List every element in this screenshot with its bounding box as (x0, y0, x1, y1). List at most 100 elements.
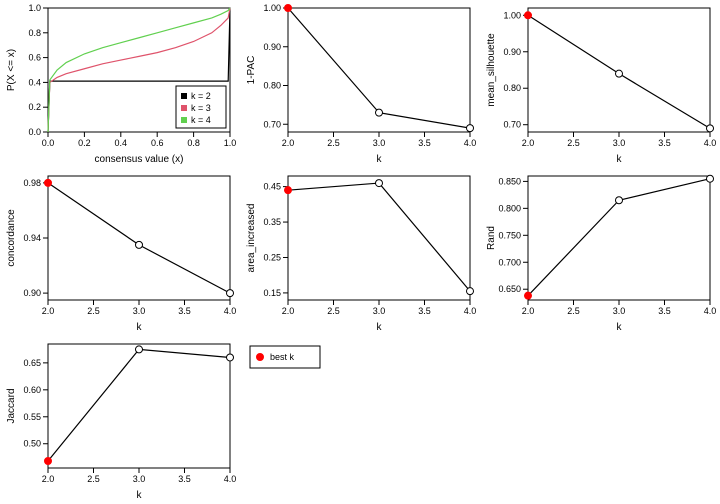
svg-text:0.90: 0.90 (263, 42, 281, 52)
data-point (467, 288, 474, 295)
svg-text:0.700: 0.700 (498, 257, 521, 267)
x-axis-label: k (377, 154, 383, 165)
panel-jaccard: 2.0 2.5 3.0 3.5 4.0 0.50 0.55 0.60 0.65 k Jaccard (0, 336, 240, 504)
svg-text:3.0: 3.0 (373, 138, 386, 148)
data-point (376, 109, 383, 116)
svg-text:0.850: 0.850 (498, 176, 521, 186)
svg-text:0.650: 0.650 (498, 284, 521, 294)
y-axis-label: P(X <= x) (6, 49, 17, 91)
svg-text:0.8: 0.8 (28, 28, 41, 38)
y-axis-label: Jaccard (6, 388, 17, 423)
data-point (227, 354, 234, 361)
best-k-point (45, 457, 52, 464)
panel-one_minus_pac: 2.0 2.5 3.0 3.5 4.0 0.70 0.80 0.90 1.00 k 1-PAC (240, 0, 480, 168)
svg-text:0.2: 0.2 (78, 138, 91, 148)
svg-text:0.80: 0.80 (503, 83, 521, 93)
svg-text:0.60: 0.60 (23, 385, 41, 395)
svg-text:3.5: 3.5 (418, 138, 431, 148)
svg-text:3.0: 3.0 (613, 306, 626, 316)
svg-text:0.15: 0.15 (263, 288, 281, 298)
svg-text:0.90: 0.90 (503, 47, 521, 57)
svg-text:0.750: 0.750 (498, 230, 521, 240)
svg-text:0.4: 0.4 (115, 138, 128, 148)
svg-text:0.800: 0.800 (498, 203, 521, 213)
svg-text:0.65: 0.65 (23, 358, 41, 368)
svg-text:1.0: 1.0 (28, 3, 41, 13)
best-k-point (525, 292, 532, 299)
svg-text:0.0: 0.0 (28, 127, 41, 137)
svg-text:3.0: 3.0 (613, 138, 626, 148)
svg-text:2.5: 2.5 (567, 306, 580, 316)
svg-text:3.5: 3.5 (658, 306, 671, 316)
y-axis-label: Rand (486, 226, 497, 250)
panel-legend_panel: best k (240, 336, 480, 504)
panel-rand: 2.0 2.5 3.0 3.5 4.0 0.650 0.700 0.750 0.800 0.850… (480, 168, 720, 336)
svg-text:2.0: 2.0 (522, 306, 535, 316)
svg-text:0.70: 0.70 (263, 119, 281, 129)
data-point (136, 241, 143, 248)
x-axis-label: k (137, 322, 143, 333)
svg-text:0.4: 0.4 (28, 77, 41, 87)
svg-text:k = 3: k = 3 (191, 103, 211, 113)
svg-text:0.55: 0.55 (23, 412, 41, 422)
data-point (616, 70, 623, 77)
svg-text:2.5: 2.5 (87, 306, 100, 316)
data-point (376, 180, 383, 187)
svg-text:2.5: 2.5 (327, 306, 340, 316)
best-k-point (285, 187, 292, 194)
best-k-point (285, 5, 292, 12)
panel-mean_silhouette: 2.02.53.03.54.00.700.800.901.00kmean_sil… (480, 0, 720, 168)
svg-text:1.00: 1.00 (503, 10, 521, 20)
svg-text:2.5: 2.5 (567, 138, 580, 148)
y-axis-label: 1-PAC (246, 56, 257, 85)
svg-text:4.0: 4.0 (224, 306, 237, 316)
x-axis-label: k (617, 154, 623, 165)
svg-text:3.5: 3.5 (658, 138, 671, 148)
best-k-point (525, 12, 532, 19)
svg-text:0.80: 0.80 (263, 81, 281, 91)
svg-text:0.2: 0.2 (28, 102, 41, 112)
y-axis-label: area_increased (246, 204, 257, 273)
svg-text:1.0: 1.0 (224, 138, 237, 148)
svg-text:1.00: 1.00 (263, 3, 281, 13)
svg-text:4.0: 4.0 (224, 474, 237, 484)
svg-text:2.0: 2.0 (42, 306, 55, 316)
svg-text:0.8: 0.8 (187, 138, 200, 148)
chart-grid: 0.00.20.40.60.81.00.00.20.40.60.81.0cons… (0, 0, 720, 504)
svg-text:3.0: 3.0 (133, 306, 146, 316)
svg-text:4.0: 4.0 (464, 138, 477, 148)
empty-cell (480, 336, 720, 504)
svg-text:2.0: 2.0 (282, 306, 295, 316)
svg-text:4.0: 4.0 (704, 306, 717, 316)
svg-text:2.0: 2.0 (42, 474, 55, 484)
svg-text:0.0: 0.0 (42, 138, 55, 148)
svg-text:4.0: 4.0 (464, 306, 477, 316)
svg-text:0.90: 0.90 (23, 288, 41, 298)
svg-text:3.5: 3.5 (178, 306, 191, 316)
svg-text:2.5: 2.5 (87, 474, 100, 484)
data-point (227, 290, 234, 297)
panel-ecdf: 0.00.20.40.60.81.00.00.20.40.60.81.0cons… (0, 0, 240, 168)
legend-label-best-k: best k (270, 352, 295, 362)
x-axis-label: k (137, 490, 143, 501)
svg-text:0.50: 0.50 (23, 439, 41, 449)
svg-text:0.98: 0.98 (23, 178, 41, 188)
svg-text:k = 4: k = 4 (191, 115, 211, 125)
best-k-point (45, 179, 52, 186)
panel-concordance: 2.02.53.03.54.00.900.940.98kconcordance (0, 168, 240, 336)
svg-text:2.0: 2.0 (282, 138, 295, 148)
y-axis-label: mean_silhouette (486, 33, 497, 107)
svg-text:0.94: 0.94 (23, 233, 41, 243)
svg-text:2.5: 2.5 (327, 138, 340, 148)
svg-text:3.5: 3.5 (178, 474, 191, 484)
data-point (707, 125, 714, 132)
svg-text:3.0: 3.0 (133, 474, 146, 484)
svg-text:2.0: 2.0 (522, 138, 535, 148)
svg-text:4.0: 4.0 (704, 138, 717, 148)
panel-area_increased: 2.02.53.03.54.00.150.250.350.45karea_inc… (240, 168, 480, 336)
svg-text:0.6: 0.6 (151, 138, 164, 148)
svg-text:3.5: 3.5 (418, 306, 431, 316)
data-point (616, 197, 623, 204)
svg-text:3.0: 3.0 (373, 306, 386, 316)
svg-text:0.35: 0.35 (263, 217, 281, 227)
